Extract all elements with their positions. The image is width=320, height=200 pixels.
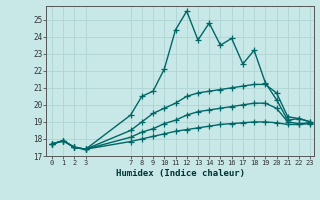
X-axis label: Humidex (Indice chaleur): Humidex (Indice chaleur) <box>116 169 244 178</box>
